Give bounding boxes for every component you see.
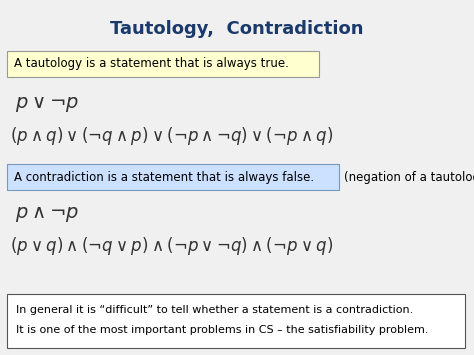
Text: $p \wedge \neg p$: $p \wedge \neg p$ <box>15 205 79 224</box>
Text: $p \vee \neg p$: $p \vee \neg p$ <box>15 95 79 114</box>
Text: $(p \wedge q) \vee (\neg q \wedge p) \vee (\neg p \wedge \neg q) \vee (\neg p \w: $(p \wedge q) \vee (\neg q \wedge p) \ve… <box>10 125 333 147</box>
Text: A contradiction is a statement that is always false.: A contradiction is a statement that is a… <box>14 170 314 184</box>
Text: Tautology,  Contradiction: Tautology, Contradiction <box>110 20 364 38</box>
Text: It is one of the most important problems in CS – the satisfiability problem.: It is one of the most important problems… <box>16 325 428 335</box>
Text: $(p \vee q) \wedge (\neg q \vee p) \wedge (\neg p \vee \neg q) \wedge (\neg p \v: $(p \vee q) \wedge (\neg q \vee p) \wedg… <box>10 235 333 257</box>
FancyBboxPatch shape <box>7 294 465 348</box>
Text: (negation of a tautology): (negation of a tautology) <box>344 170 474 184</box>
Text: A tautology is a statement that is always true.: A tautology is a statement that is alway… <box>14 58 289 71</box>
FancyBboxPatch shape <box>7 164 339 190</box>
Text: In general it is “difficult” to tell whether a statement is a contradiction.: In general it is “difficult” to tell whe… <box>16 305 413 315</box>
FancyBboxPatch shape <box>7 51 319 77</box>
